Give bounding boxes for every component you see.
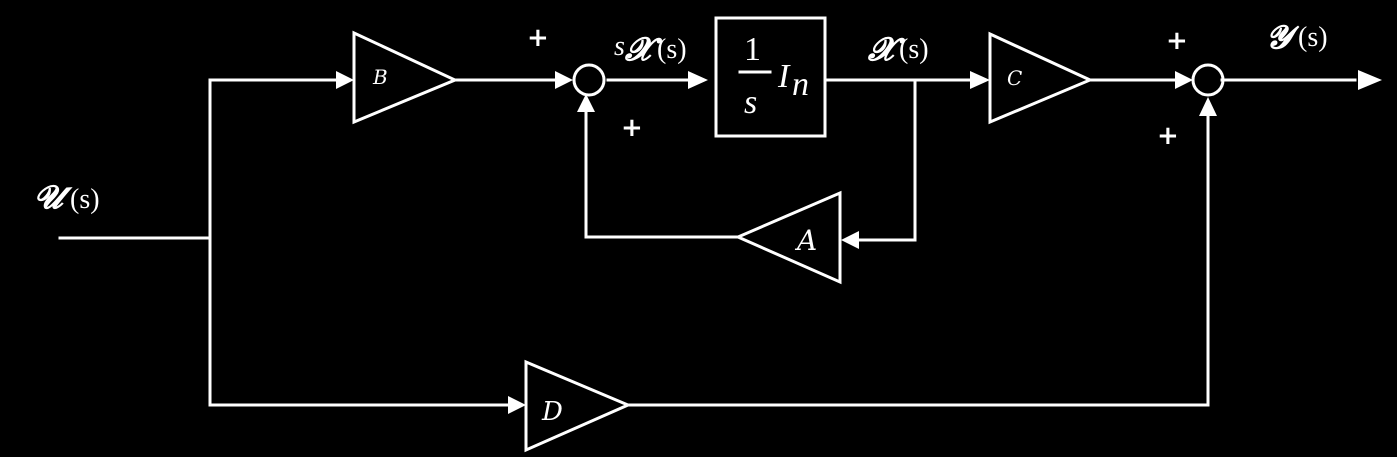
arrow-into-gain-d [508, 396, 526, 414]
state-summing-junction [572, 63, 606, 97]
arrow-into-gain-b [336, 71, 354, 89]
arrow-output [1358, 70, 1382, 90]
gain-label-b: B [372, 65, 388, 89]
state-signal-arg: (s) [899, 34, 929, 65]
output-signal-arg: (s) [1298, 22, 1328, 53]
integrator-identity-subscript: n [792, 66, 809, 103]
output-summing-junction [1191, 63, 1225, 97]
gain-label-d: D [541, 397, 563, 427]
arrow-feedback-into-state-sum [577, 94, 595, 112]
state-sum-bottom-sign: + [621, 113, 643, 143]
arrow-feedthrough-into-output-sum [1199, 97, 1217, 116]
gain-block-d [524, 359, 632, 453]
state-derivative-arg: (s) [657, 34, 687, 65]
input-signal-symbol: 𝓤 [34, 178, 73, 216]
integrator-numerator: 1 [744, 31, 761, 68]
state-sum-top-sign: + [527, 23, 549, 53]
gain-block-a [734, 190, 842, 285]
state-derivative-prefix: s [614, 31, 625, 62]
arrow-into-integrator [688, 71, 708, 89]
output-sum-top-sign: + [1166, 26, 1188, 56]
input-signal-arg-text: (s) [70, 184, 100, 215]
gain-label-c: C [1007, 66, 1022, 90]
integrator-identity-symbol: I [777, 58, 791, 95]
gain-block-b [352, 30, 459, 125]
arrow-into-state-sum [555, 71, 573, 89]
output-sum-bottom-sign: + [1157, 121, 1179, 151]
gain-label-a: A [794, 224, 817, 257]
integrator-block [714, 16, 827, 138]
output-signal-symbol: 𝓨 [1266, 18, 1300, 56]
gain-block-c [988, 31, 1094, 125]
arrow-into-gain-a [841, 231, 859, 249]
arrow-into-gain-c [970, 71, 990, 89]
arrow-into-output-sum [1175, 71, 1193, 89]
integrator-denominator: s [744, 84, 757, 121]
input-signal-arg: (s) [70, 184, 100, 215]
